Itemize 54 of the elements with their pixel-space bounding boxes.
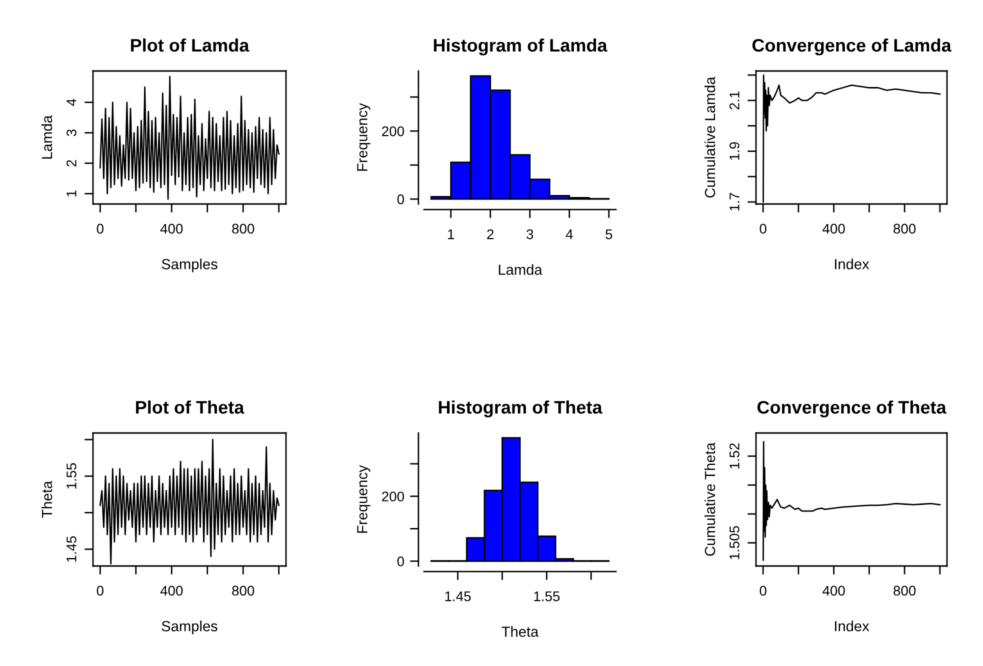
x-tick-label: 2 [487, 229, 494, 240]
y-tick-label: 1.9 [730, 142, 740, 160]
x-tick-label: 1.45 [445, 592, 471, 602]
x-tick-label: 400 [822, 224, 845, 234]
x-tick-label: 5 [606, 230, 612, 240]
y-tick-label: 2 [66, 160, 76, 166]
y-axis-title: Cumulative Theta [704, 442, 716, 556]
chart-title: Histogram of Theta [438, 400, 602, 418]
x-axis-title: Samples [162, 620, 218, 634]
y-axis-title: Frequency [357, 465, 370, 533]
y-tick-label: 0 [397, 556, 404, 566]
x-tick-label: 4 [566, 230, 573, 240]
chart-title: Convergence of Lamda [752, 38, 952, 56]
y-tick-label: 2.1 [730, 91, 740, 110]
line-series [762, 440, 941, 561]
y-tick-label: 1.52 [730, 443, 740, 469]
y-axis-title: Cumulative Lamda [704, 76, 716, 198]
y-tick-label: 1.45 [66, 536, 76, 562]
line-series [99, 76, 280, 200]
x-tick-label: 3 [526, 229, 534, 240]
y-tick-label: 4 [66, 98, 76, 106]
y-tick-label: 3 [66, 130, 76, 136]
y-tick-label: 1 [66, 190, 76, 196]
y-tick-label: 200 [382, 492, 404, 502]
y-tick-label: 1.55 [66, 463, 76, 489]
y-tick-label: 1.7 [730, 193, 740, 211]
chart-title: Plot of Lamda [131, 38, 250, 52]
y-axis-title: Theta [41, 480, 52, 518]
x-tick-label: 1 [448, 230, 454, 240]
x-axis-title: Lamda [498, 264, 542, 275]
x-axis-title: Index [835, 258, 870, 270]
chart-title: Convergence of Theta [757, 400, 946, 418]
y-tick-label: 200 [382, 126, 404, 136]
x-tick-label: 1.55 [534, 592, 560, 602]
chart-title: Histogram of Lamda [434, 38, 608, 56]
x-tick-label: 0 [760, 224, 766, 234]
x-tick-label: 0 [96, 224, 104, 234]
x-tick-label: 800 [894, 586, 916, 596]
x-tick-label: 400 [160, 224, 183, 234]
x-axis-title: Samples [162, 258, 218, 272]
y-axis-title: Frequency [357, 103, 370, 171]
x-tick-label: 400 [822, 586, 845, 596]
x-axis-title: Theta [502, 626, 539, 637]
x-tick-label: 800 [232, 224, 254, 234]
x-axis-title: Index [835, 620, 870, 632]
x-tick-label: 0 [96, 586, 104, 596]
x-tick-label: 400 [160, 586, 183, 596]
y-tick-label: 1.505 [730, 526, 740, 560]
y-axis-title: Lamda [41, 115, 52, 159]
x-tick-label: 800 [894, 224, 916, 234]
chart-title: Plot of Theta [136, 400, 244, 414]
y-tick-label: 0 [397, 194, 404, 204]
x-tick-label: 800 [232, 586, 254, 596]
x-tick-label: 0 [760, 586, 766, 596]
